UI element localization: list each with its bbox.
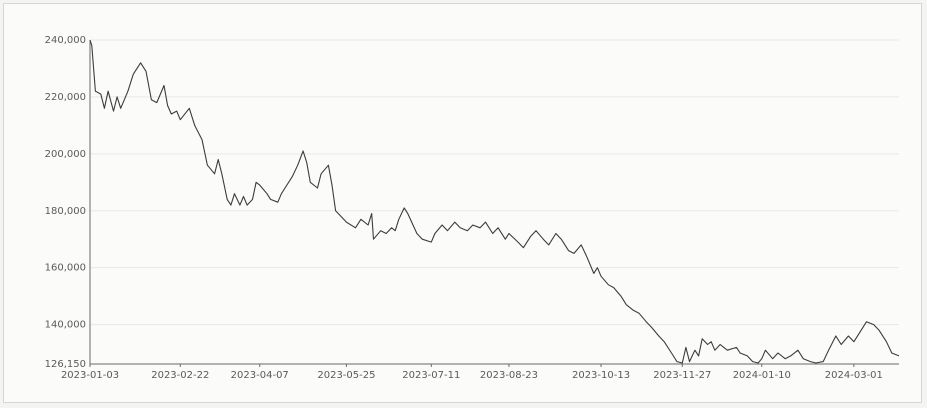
y-tick-label: 160,000 [45, 263, 86, 274]
line-chart: 126,150 140,000 160,000 180,000 200,000 220,0… [45, 35, 900, 381]
x-tick-label: 2023-11-27 [653, 370, 711, 381]
y-tick-label: 180,000 [45, 206, 86, 217]
y-axis-ticks: 126,150 140,000 160,000 180,000 200,000 220,0… [45, 35, 86, 370]
y-tick-label: 126,150 [45, 359, 86, 370]
y-tick-label: 200,000 [45, 149, 86, 160]
y-tick-label: 220,000 [45, 92, 86, 103]
y-tick-label: 140,000 [45, 320, 86, 331]
x-tick-label: 2023-07-11 [402, 370, 460, 381]
gridlines [90, 39, 899, 326]
x-tick-label: 2023-04-07 [231, 370, 289, 381]
x-tick-label: 2023-02-22 [151, 370, 209, 381]
x-tick-label: 2024-01-10 [733, 370, 791, 381]
x-axis-ticks: 2023-01-03 2023-02-22 2023-04-07 2023-05-25… [61, 364, 883, 381]
x-tick-label: 2024-03-01 [825, 370, 883, 381]
series-line [89, 39, 900, 364]
y-tick-label: 240,000 [45, 35, 86, 46]
x-tick-label: 2023-08-23 [480, 370, 538, 381]
x-tick-label: 2023-01-03 [61, 370, 119, 381]
x-tick-label: 2023-05-25 [317, 370, 375, 381]
x-tick-label: 2023-10-13 [572, 370, 630, 381]
chart-panel: 126,150 140,000 160,000 180,000 200,000 220,0… [3, 3, 922, 403]
